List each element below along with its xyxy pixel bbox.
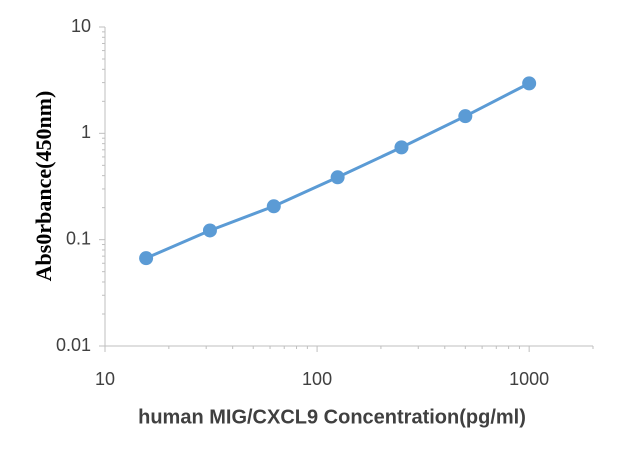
data-point [139, 251, 154, 266]
data-point [330, 170, 345, 185]
data-point [522, 76, 537, 91]
y-tick-label: 10 [71, 16, 91, 36]
y-tick-label: 0.1 [66, 228, 91, 248]
y-tick-label: 1 [81, 122, 91, 142]
data-point [394, 140, 409, 155]
y-axis-label: Abs0rbance(450nm) [31, 91, 56, 282]
x-axis-label: human MIG/CXCL9 Concentration(pg/ml) [138, 406, 526, 428]
y-tick-label: 0.01 [56, 335, 91, 355]
x-tick-label: 10 [95, 369, 115, 389]
data-point [202, 223, 217, 238]
data-point [266, 199, 281, 214]
x-tick-label: 1000 [509, 369, 549, 389]
x-tick-label: 100 [302, 369, 332, 389]
data-point [458, 109, 473, 124]
